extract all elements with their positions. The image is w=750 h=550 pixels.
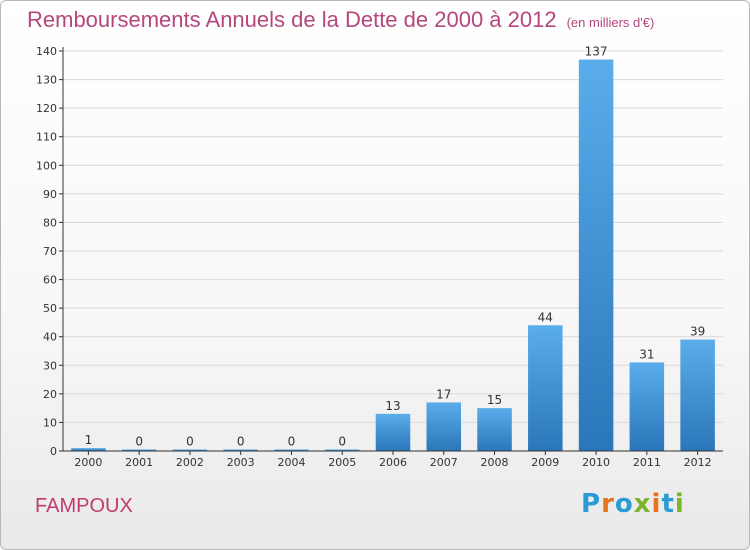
bar-value-2003: 0 bbox=[237, 435, 245, 449]
chart-subtitle: (en milliers d'€) bbox=[566, 15, 655, 30]
y-tick-label-0: 0 bbox=[50, 445, 57, 458]
y-tick-label-120: 120 bbox=[36, 102, 57, 115]
y-tick-label-80: 80 bbox=[43, 216, 57, 229]
bar-2008 bbox=[477, 408, 512, 451]
bar-2011 bbox=[629, 362, 665, 451]
bar-2006 bbox=[375, 413, 411, 451]
x-tick-label-2008: 2008 bbox=[481, 456, 509, 469]
bar-value-2009: 44 bbox=[538, 310, 553, 324]
bar-value-2002: 0 bbox=[186, 435, 194, 449]
proxiti-logo: Proxiti bbox=[581, 489, 685, 519]
y-tick-label-130: 130 bbox=[36, 74, 57, 87]
y-tick-label-100: 100 bbox=[36, 159, 57, 172]
logo-letter-3: x bbox=[633, 489, 652, 519]
x-tick-label-2006: 2006 bbox=[379, 456, 407, 469]
bar-2009 bbox=[528, 325, 563, 451]
y-tick-label-10: 10 bbox=[43, 416, 57, 429]
bar-value-2004: 0 bbox=[288, 435, 296, 449]
x-tick-label-2000: 2000 bbox=[74, 456, 102, 469]
y-tick-label-110: 110 bbox=[36, 131, 57, 144]
bar-2007 bbox=[426, 402, 462, 451]
bar-2000 bbox=[71, 448, 106, 451]
grid-lines bbox=[63, 50, 723, 452]
bar-value-2010: 137 bbox=[585, 45, 608, 59]
bar-2004 bbox=[274, 449, 309, 451]
bar-2012 bbox=[680, 339, 715, 451]
bar-value-2005: 0 bbox=[338, 435, 346, 449]
logo-letter-5: t bbox=[661, 489, 675, 519]
bar-value-2007: 17 bbox=[436, 387, 451, 401]
x-tick-label-2011: 2011 bbox=[633, 456, 661, 469]
bar-value-2012: 39 bbox=[690, 325, 705, 339]
x-tick-label-2010: 2010 bbox=[582, 456, 610, 469]
y-tick-label-140: 140 bbox=[36, 45, 57, 58]
x-tick-label-2004: 2004 bbox=[277, 456, 305, 469]
bar-value-2000: 1 bbox=[85, 433, 93, 447]
chart-title: Remboursements Annuels de la Dette de 20… bbox=[27, 7, 654, 33]
x-tick-label-2009: 2009 bbox=[531, 456, 559, 469]
logo-letter-0: P bbox=[581, 489, 602, 519]
y-tick-label-50: 50 bbox=[43, 302, 57, 315]
bar-2002 bbox=[172, 449, 208, 451]
bar-2001 bbox=[121, 449, 157, 451]
bar-2005 bbox=[324, 449, 360, 451]
x-tick-label-2012: 2012 bbox=[684, 456, 712, 469]
bar-2010 bbox=[578, 59, 614, 451]
bar-value-2008: 15 bbox=[487, 393, 502, 407]
y-tick-label-30: 30 bbox=[43, 359, 57, 372]
y-tick-label-70: 70 bbox=[43, 245, 57, 258]
y-tick-label-60: 60 bbox=[43, 274, 57, 287]
logo-letter-4: i bbox=[651, 489, 662, 519]
bar-2003 bbox=[223, 449, 258, 451]
y-axis-ticks: 0 10 20 30 40 50 60 70 80 90 100 110 120 130 140 bbox=[36, 45, 63, 458]
y-tick-label-40: 40 bbox=[43, 331, 57, 344]
logo-letter-6: i bbox=[674, 489, 685, 519]
logo-letter-2: o bbox=[614, 489, 634, 519]
bars bbox=[71, 59, 715, 451]
bar-value-2001: 0 bbox=[135, 435, 143, 449]
bar-value-2006: 13 bbox=[385, 399, 400, 413]
x-axis-labels: 2000 2001 2002 2003 2004 2005 2006 2007 2008 2009… bbox=[74, 451, 712, 469]
logo-letter-1: r bbox=[601, 489, 615, 519]
y-tick-label-20: 20 bbox=[43, 388, 57, 401]
axes bbox=[62, 47, 723, 452]
x-tick-label-2002: 2002 bbox=[176, 456, 204, 469]
x-tick-label-2007: 2007 bbox=[430, 456, 458, 469]
chart-title-text: Remboursements Annuels de la Dette de 20… bbox=[27, 7, 557, 32]
x-tick-label-2001: 2001 bbox=[125, 456, 153, 469]
bar-value-2011: 31 bbox=[639, 347, 654, 361]
x-tick-label-2003: 2003 bbox=[227, 456, 255, 469]
commune-name: FAMPOUX bbox=[35, 495, 133, 517]
y-tick-label-90: 90 bbox=[43, 188, 57, 201]
bar-value-labels: 1 0 0 0 0 0 13 17 15 44 137 31 39 bbox=[85, 45, 706, 449]
x-tick-label-2005: 2005 bbox=[328, 456, 356, 469]
